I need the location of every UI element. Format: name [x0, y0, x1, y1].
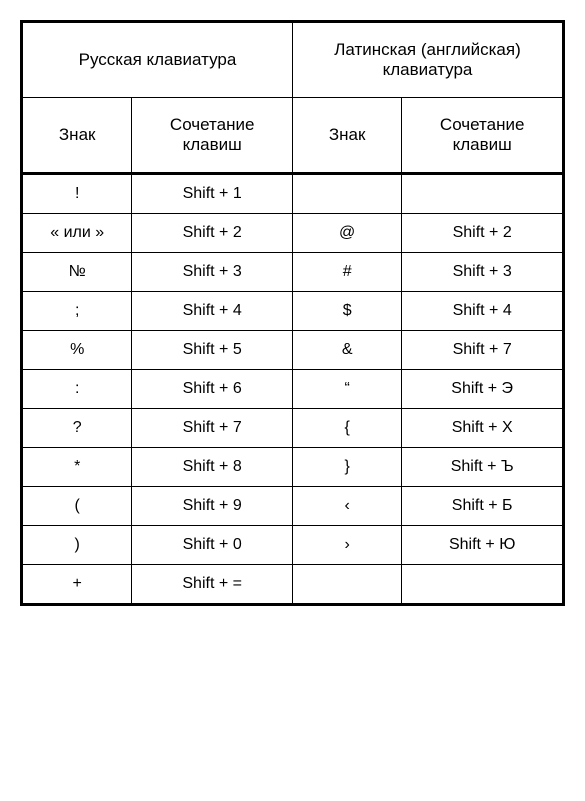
cell-ru-combo: Shift + 7	[132, 409, 293, 448]
header-russian: Русская клавиатура	[22, 22, 293, 98]
table-row: * Shift + 8 } Shift + Ъ	[22, 448, 564, 487]
cell-ru-combo: Shift + 5	[132, 331, 293, 370]
cell-ru-combo: Shift + 1	[132, 174, 293, 214]
cell-ru-combo: Shift + 0	[132, 526, 293, 565]
cell-ru-combo: Shift + 8	[132, 448, 293, 487]
cell-en-combo: Shift + 3	[402, 253, 564, 292]
cell-en-combo: Shift + Ъ	[402, 448, 564, 487]
cell-ru-sign: !	[22, 174, 132, 214]
cell-en-combo: Shift + Ю	[402, 526, 564, 565]
table-row: + Shift + =	[22, 565, 564, 605]
table-row: ( Shift + 9 ‹ Shift + Б	[22, 487, 564, 526]
cell-ru-sign: %	[22, 331, 132, 370]
cell-en-combo	[402, 174, 564, 214]
cell-ru-sign: )	[22, 526, 132, 565]
cell-en-sign: $	[292, 292, 401, 331]
cell-en-combo: Shift + Э	[402, 370, 564, 409]
cell-ru-sign: №	[22, 253, 132, 292]
table-row: : Shift + 6 “ Shift + Э	[22, 370, 564, 409]
cell-ru-combo: Shift + 4	[132, 292, 293, 331]
header-combo-ru: Сочетание клавиш	[132, 98, 293, 174]
table-row: ? Shift + 7 { Shift + Х	[22, 409, 564, 448]
cell-en-combo: Shift + 4	[402, 292, 564, 331]
cell-en-sign: ›	[292, 526, 401, 565]
sub-header-row: Знак Сочетание клавиш Знак Сочетание кла…	[22, 98, 564, 174]
cell-en-combo: Shift + 2	[402, 214, 564, 253]
cell-en-sign: @	[292, 214, 401, 253]
cell-en-sign: }	[292, 448, 401, 487]
cell-en-sign: “	[292, 370, 401, 409]
cell-ru-sign: :	[22, 370, 132, 409]
cell-ru-combo: Shift + 9	[132, 487, 293, 526]
cell-en-sign	[292, 174, 401, 214]
cell-en-sign	[292, 565, 401, 605]
table-row: ) Shift + 0 › Shift + Ю	[22, 526, 564, 565]
header-sign-en: Знак	[292, 98, 401, 174]
table-row: ! Shift + 1	[22, 174, 564, 214]
cell-ru-sign: *	[22, 448, 132, 487]
cell-en-sign: ‹	[292, 487, 401, 526]
cell-ru-combo: Shift + =	[132, 565, 293, 605]
cell-en-combo: Shift + 7	[402, 331, 564, 370]
header-sign-ru: Знак	[22, 98, 132, 174]
cell-ru-combo: Shift + 6	[132, 370, 293, 409]
cell-en-sign: &	[292, 331, 401, 370]
cell-ru-sign: ?	[22, 409, 132, 448]
cell-ru-sign: (	[22, 487, 132, 526]
cell-en-combo: Shift + Х	[402, 409, 564, 448]
table-row: № Shift + 3 # Shift + 3	[22, 253, 564, 292]
table-row: « или » Shift + 2 @ Shift + 2	[22, 214, 564, 253]
header-latin: Латинская (английская) клавиатура	[292, 22, 563, 98]
cell-en-combo: Shift + Б	[402, 487, 564, 526]
table-row: % Shift + 5 & Shift + 7	[22, 331, 564, 370]
table-row: ; Shift + 4 $ Shift + 4	[22, 292, 564, 331]
header-combo-en: Сочетание клавиш	[402, 98, 564, 174]
cell-en-combo	[402, 565, 564, 605]
cell-ru-sign: « или »	[22, 214, 132, 253]
cell-ru-sign: ;	[22, 292, 132, 331]
table-body: ! Shift + 1 « или » Shift + 2 @ Shift + …	[22, 174, 564, 605]
top-header-row: Русская клавиатура Латинская (английская…	[22, 22, 564, 98]
cell-en-sign: #	[292, 253, 401, 292]
cell-ru-sign: +	[22, 565, 132, 605]
cell-en-sign: {	[292, 409, 401, 448]
cell-ru-combo: Shift + 2	[132, 214, 293, 253]
cell-ru-combo: Shift + 3	[132, 253, 293, 292]
keyboard-shortcuts-table: Русская клавиатура Латинская (английская…	[20, 20, 565, 606]
